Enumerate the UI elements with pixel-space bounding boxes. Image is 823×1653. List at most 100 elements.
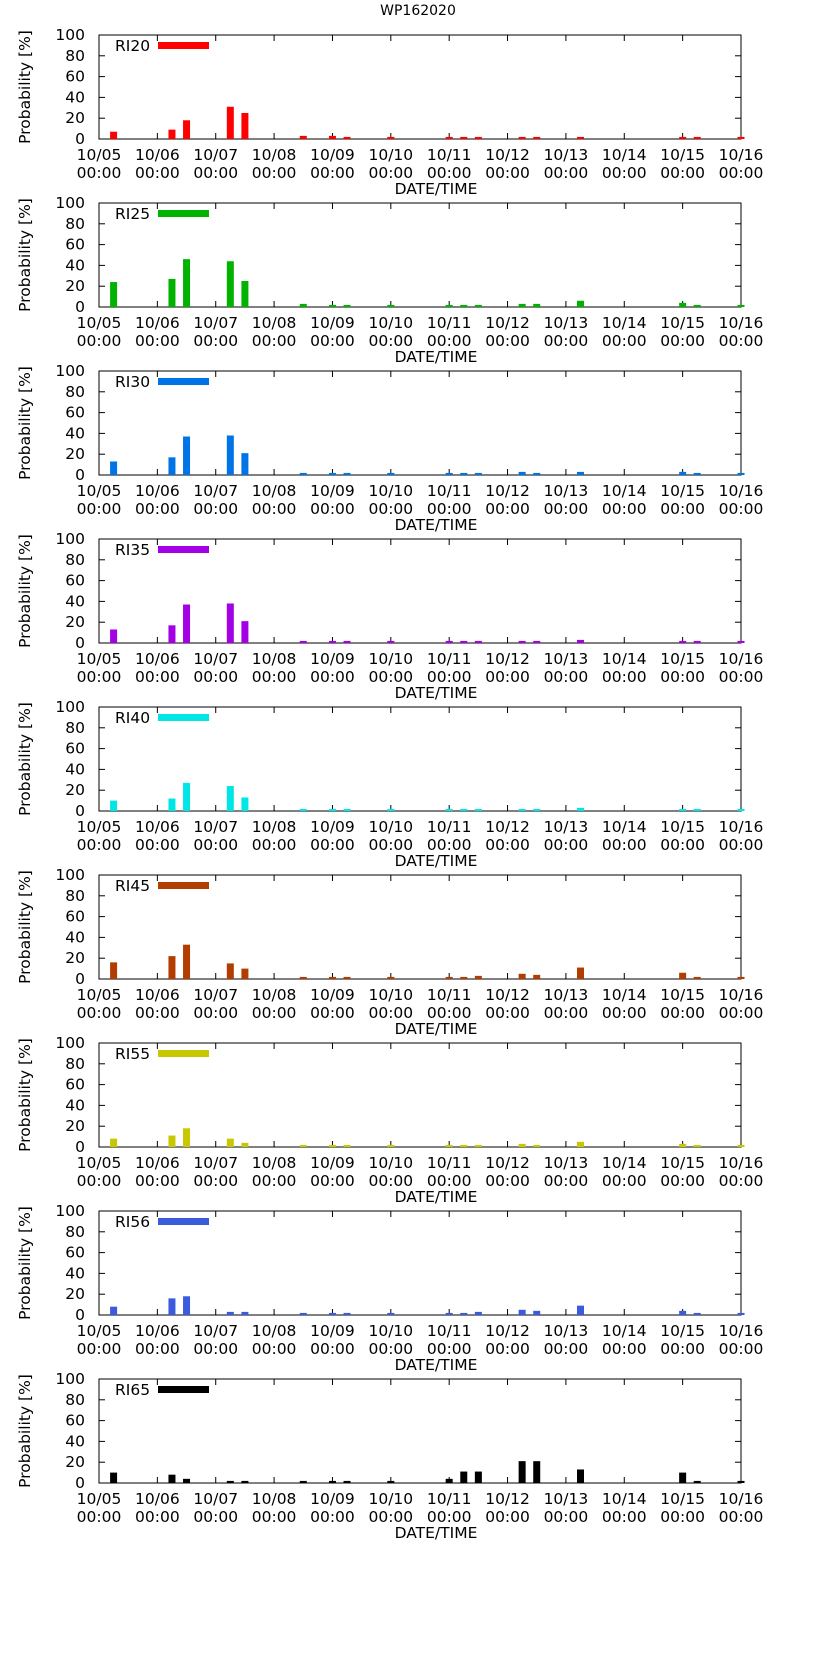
- x-tick-label-time: 00:00: [602, 1004, 647, 1022]
- bar-ri30: [679, 471, 687, 475]
- bar-ri20: [387, 136, 395, 139]
- x-tick-label-time: 00:00: [719, 332, 764, 350]
- x-tick-label-date: 10/14: [602, 146, 647, 164]
- bar-ri35: [168, 625, 176, 643]
- x-tick-label-time: 00:00: [544, 1172, 589, 1190]
- y-tick-label: 80: [65, 1223, 85, 1241]
- bar-ri55: [343, 1144, 351, 1147]
- bar-ri25: [460, 304, 468, 307]
- y-tick-label: 0: [75, 1138, 85, 1156]
- y-tick-label: 40: [65, 760, 85, 778]
- bar-ri40: [241, 797, 249, 811]
- x-tick-label-time: 00:00: [368, 1508, 413, 1526]
- bar-ri55: [679, 1143, 687, 1147]
- y-tick-label: 60: [65, 1412, 85, 1430]
- bar-ri45: [226, 963, 234, 979]
- y-tick-label: 100: [55, 530, 85, 548]
- y-tick-label: 40: [65, 592, 85, 610]
- x-tick-label-date: 10/07: [193, 818, 238, 836]
- legend-label: RI55: [115, 1045, 150, 1063]
- x-tick-label-date: 10/08: [252, 650, 297, 668]
- x-tick-label-date: 10/16: [719, 146, 764, 164]
- x-tick-label-date: 10/16: [719, 986, 764, 1004]
- plot-frame: [98, 1210, 742, 1316]
- bar-ri30: [110, 461, 118, 475]
- bar-ri45: [299, 976, 307, 979]
- x-tick-label-date: 10/06: [135, 1154, 180, 1172]
- x-tick-label-time: 00:00: [77, 1508, 122, 1526]
- panel-ri25: 02040608010010/0500:0010/0600:0010/0700:…: [16, 194, 763, 366]
- x-tick-label-date: 10/14: [602, 1322, 647, 1340]
- x-tick-label-time: 00:00: [544, 164, 589, 182]
- x-tick-label-date: 10/09: [310, 1154, 355, 1172]
- x-tick-label-time: 00:00: [135, 1004, 180, 1022]
- x-tick-label-date: 10/08: [252, 1490, 297, 1508]
- x-tick-label-date: 10/07: [193, 1322, 238, 1340]
- x-tick-label-time: 00:00: [310, 332, 355, 350]
- bar-ri35: [299, 640, 307, 643]
- bar-ri25: [387, 304, 395, 307]
- x-tick-label-date: 10/05: [77, 1322, 122, 1340]
- x-tick-label-time: 00:00: [193, 668, 238, 686]
- x-tick-label-time: 00:00: [252, 1172, 297, 1190]
- bar-ri30: [328, 472, 336, 475]
- bar-ri45: [183, 944, 191, 979]
- x-tick-label-date: 10/12: [485, 146, 530, 164]
- y-tick-label: 100: [55, 362, 85, 380]
- x-tick-label-time: 00:00: [544, 500, 589, 518]
- x-tick-label-time: 00:00: [310, 836, 355, 854]
- x-axis-label: DATE/TIME: [395, 180, 478, 198]
- plot-frame: [98, 370, 742, 476]
- bar-ri40: [445, 808, 453, 811]
- x-tick-label-time: 00:00: [135, 1508, 180, 1526]
- bar-ri45: [693, 976, 701, 979]
- bar-ri55: [241, 1142, 249, 1147]
- x-tick-label-time: 00:00: [602, 1172, 647, 1190]
- y-tick-label: 20: [65, 1453, 85, 1471]
- bar-ri65: [460, 1471, 468, 1483]
- bar-ri20: [693, 136, 701, 139]
- bar-ri65: [299, 1480, 307, 1483]
- y-tick-label: 60: [65, 68, 85, 86]
- bar-ri20: [460, 136, 468, 139]
- x-tick-label-time: 00:00: [368, 332, 413, 350]
- bar-ri45: [241, 968, 249, 979]
- y-tick-label: 60: [65, 404, 85, 422]
- x-tick-label-date: 10/06: [135, 818, 180, 836]
- x-tick-label-date: 10/12: [485, 1154, 530, 1172]
- y-tick-label: 20: [65, 949, 85, 967]
- x-tick-label-date: 10/16: [719, 650, 764, 668]
- x-tick-label-date: 10/10: [368, 314, 413, 332]
- bar-ri65: [343, 1480, 351, 1483]
- x-tick-label-time: 00:00: [485, 1172, 530, 1190]
- bar-ri56: [460, 1312, 468, 1315]
- x-tick-label-date: 10/06: [135, 1322, 180, 1340]
- bar-ri55: [474, 1144, 482, 1147]
- x-tick-label-time: 00:00: [252, 500, 297, 518]
- x-tick-label-time: 00:00: [135, 668, 180, 686]
- bar-ri55: [226, 1138, 234, 1147]
- x-tick-label-date: 10/10: [368, 1322, 413, 1340]
- x-tick-label-time: 00:00: [427, 332, 472, 350]
- bar-ri20: [226, 106, 234, 139]
- x-tick-label-time: 00:00: [719, 1508, 764, 1526]
- bar-ri56: [533, 1310, 541, 1315]
- legend-label: RI20: [115, 37, 150, 55]
- plot-frame: [98, 874, 742, 980]
- bar-ri20: [168, 129, 176, 139]
- bar-ri56: [577, 1305, 584, 1315]
- x-tick-label-time: 00:00: [660, 836, 705, 854]
- x-tick-label-time: 00:00: [77, 164, 122, 182]
- x-tick-label-time: 00:00: [368, 164, 413, 182]
- y-tick-label: 20: [65, 277, 85, 295]
- x-tick-label-time: 00:00: [310, 668, 355, 686]
- panel-ri20: 02040608010010/0500:0010/0600:0010/0700:…: [16, 26, 763, 198]
- chart-title: WP162020: [380, 3, 456, 19]
- x-tick-label-time: 00:00: [77, 1172, 122, 1190]
- y-tick-label: 20: [65, 445, 85, 463]
- x-tick-label-date: 10/11: [427, 146, 472, 164]
- x-tick-label-time: 00:00: [135, 1172, 180, 1190]
- bar-ri25: [577, 300, 584, 307]
- bar-ri55: [737, 1144, 745, 1147]
- bar-ri45: [679, 972, 687, 979]
